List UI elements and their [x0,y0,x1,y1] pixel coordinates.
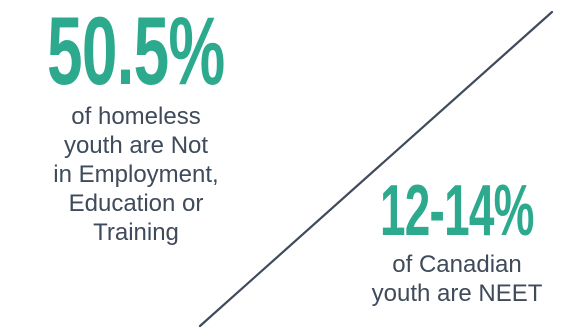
canadian-youth-percentage: 12-14% [380,171,534,252]
description-line: Education or [68,190,204,217]
canadian-youth-description: of Canadian youth are NEET [332,250,582,308]
canadian-youth-stat: 12-14% of Canadian youth are NEET [332,171,582,308]
homeless-youth-stat: 50.5% of homeless youth are Not in Emplo… [0,0,272,247]
homeless-youth-percentage: 50.5% [47,0,225,106]
diagonal-line [198,10,554,328]
description-line: of homeless [71,103,201,130]
description-line: youth are Not [63,132,209,159]
description-line: Training [93,219,179,246]
description-line: in Employment, [53,161,219,188]
description-line: of Canadian [392,251,522,278]
homeless-youth-description: of homeless youth are Not in Employment,… [0,102,272,247]
description-line: youth are NEET [371,280,543,307]
